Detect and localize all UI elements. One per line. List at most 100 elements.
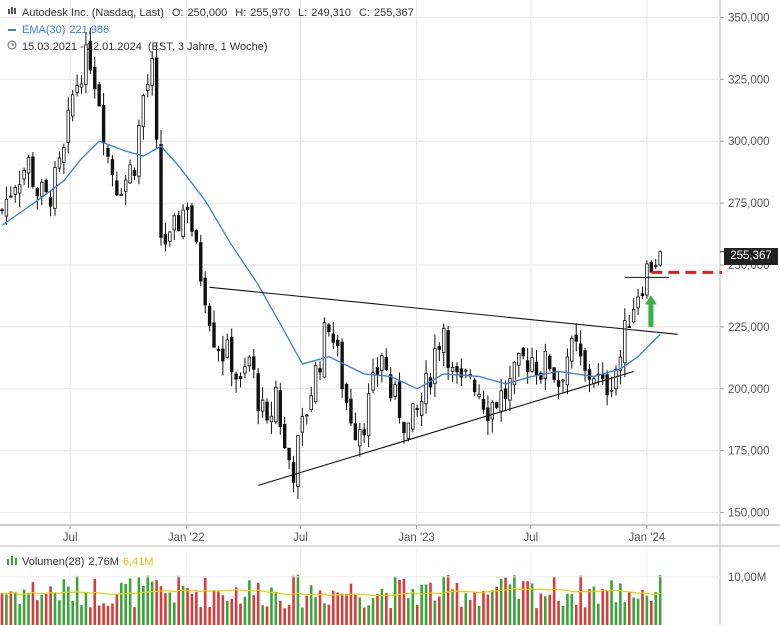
volume-bar xyxy=(49,586,52,625)
candle-body xyxy=(17,184,22,194)
volume-bar xyxy=(66,586,70,625)
candle-body xyxy=(548,355,552,370)
volume-bar xyxy=(371,597,375,625)
candle-body xyxy=(159,144,163,238)
candle-body xyxy=(207,305,212,327)
volume-bar xyxy=(504,577,507,625)
candle-body xyxy=(79,83,84,88)
volume-bar xyxy=(212,590,216,625)
candle-body xyxy=(305,414,309,417)
volume-bar xyxy=(181,586,185,625)
candle-body xyxy=(57,157,62,169)
low-value: 249,310 xyxy=(311,7,351,19)
volume-bar xyxy=(323,603,326,625)
ema-value: 221,986 xyxy=(69,24,110,36)
candle-body xyxy=(415,408,419,411)
volume-bar xyxy=(278,600,282,625)
volume-bar xyxy=(345,594,348,625)
volume-bar xyxy=(190,594,194,625)
candle-body xyxy=(397,381,402,419)
candle-body xyxy=(216,348,221,352)
volume-legend: Volumen(28) 2,76M 6,41M xyxy=(6,555,154,568)
candle-body xyxy=(172,215,176,231)
legend-range-row: 15.03.2021 - 22.01.2024 (EST, 3 Jahre, 1… xyxy=(6,39,414,56)
volume-bar xyxy=(340,593,344,625)
volume-bar xyxy=(256,582,260,625)
candle-body xyxy=(274,387,278,423)
volume-bar xyxy=(513,575,516,625)
y-tick-label: 275,000 xyxy=(728,198,770,210)
volume-bar xyxy=(172,602,176,625)
volume-bar xyxy=(477,605,481,625)
candle-body xyxy=(442,327,446,353)
candle-body xyxy=(256,373,260,411)
volume-bar xyxy=(128,578,132,625)
candle-body xyxy=(181,209,185,237)
volume-bar xyxy=(89,607,92,625)
volume-bar xyxy=(491,590,494,625)
candle-body xyxy=(402,421,406,433)
candle-body xyxy=(282,423,287,449)
volume-bar xyxy=(318,590,322,625)
candle-body xyxy=(455,366,459,373)
candle-body xyxy=(212,322,216,348)
volume-bar xyxy=(75,575,79,625)
candle-body xyxy=(4,199,9,217)
volume-bar xyxy=(451,589,454,625)
candle-body xyxy=(199,242,203,282)
candle-body xyxy=(84,44,88,85)
candle-body xyxy=(437,346,442,350)
volume-bar xyxy=(164,593,167,625)
high-label: H: xyxy=(235,7,247,19)
candle-body xyxy=(424,372,428,405)
volume-bar xyxy=(632,597,635,625)
candle-body xyxy=(26,157,31,174)
volume-bar xyxy=(566,593,569,625)
volume-bar xyxy=(327,604,331,625)
candle-body xyxy=(561,379,565,382)
volume-bar xyxy=(389,608,393,625)
volume-bar xyxy=(482,590,485,625)
volume-bar xyxy=(384,593,388,625)
volume-bar xyxy=(508,584,512,625)
volume-bar xyxy=(331,590,335,625)
volume-bar xyxy=(234,587,238,625)
candle-body xyxy=(614,368,618,390)
candle-body xyxy=(362,429,366,436)
volume-bar xyxy=(225,601,229,625)
candle-body xyxy=(243,366,247,374)
volume-bar xyxy=(358,597,362,625)
candle-body xyxy=(0,209,4,212)
volume-bar xyxy=(619,583,622,625)
candle-body xyxy=(115,180,119,196)
candle-body xyxy=(570,337,574,362)
volume-bar xyxy=(433,600,437,625)
y-tick-label: 325,000 xyxy=(728,74,770,86)
candle-body xyxy=(472,379,477,393)
candle-body xyxy=(393,384,397,397)
candle-body xyxy=(137,124,141,177)
clock-icon xyxy=(6,39,18,56)
volume-bar xyxy=(243,596,247,625)
candle-body xyxy=(640,293,645,296)
candle-body xyxy=(260,399,265,412)
candle-body xyxy=(13,187,17,195)
volume-bar xyxy=(274,591,278,625)
candle-body xyxy=(128,164,132,184)
volume-bar xyxy=(9,591,13,625)
candle-body xyxy=(508,378,512,401)
volume-bar xyxy=(517,598,521,625)
candle-body xyxy=(631,308,636,323)
candle-body xyxy=(534,361,539,375)
volume-bar xyxy=(588,588,591,625)
volume-bar xyxy=(376,594,379,625)
candle-body xyxy=(477,393,481,398)
volume-bar xyxy=(106,605,110,625)
candle-body xyxy=(44,180,48,193)
volume-bar xyxy=(58,600,61,625)
volume-bar xyxy=(80,605,83,625)
candle-body xyxy=(464,369,468,372)
volume-bar xyxy=(641,589,644,625)
candle-body xyxy=(583,350,587,371)
candle-body xyxy=(587,368,592,380)
